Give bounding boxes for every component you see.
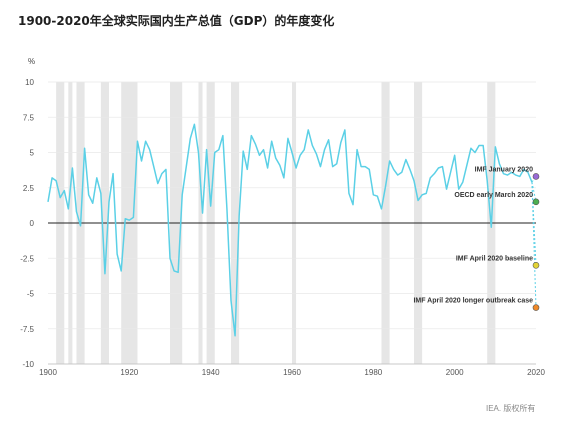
y-tick-label: 0 [30,219,35,228]
x-tick-label: 2000 [446,368,464,377]
y-tick-label: -10 [22,360,34,369]
projection-dashed-line [531,182,537,308]
x-tick-label: 1920 [120,368,138,377]
y-tick-label: 2.5 [23,184,35,193]
projection-label: IMF January 2020 [475,166,533,173]
x-tick-label: 1940 [202,368,220,377]
y-tick-label: -5 [27,290,35,299]
projection-point [532,173,540,180]
y-tick-label: 5 [30,149,35,158]
projection-label: IMF April 2020 longer outbreak case [413,298,533,305]
projection-point [532,198,540,206]
projection-label: IMF April 2020 baseline [456,255,533,262]
projections-group: IMF January 2020 OECD early March 2020 IMF… [413,166,540,311]
projection-dashed-line [531,182,537,202]
source-note: IEA. 版权所有 [486,404,536,413]
x-tick-label: 2020 [527,368,545,377]
x-tick-label: 1900 [39,368,57,377]
projection-label: OECD early March 2020 [454,192,533,199]
gdp-series-line [47,123,533,337]
x-tick-labels-group: 1900 1920 1940 1960 1980 2000 2020 [39,368,545,377]
y-axis-unit: % [28,57,36,66]
y-tick-labels-group: 10 7.5 5 2.5 0 -2.5 -5 -7.5 -10 [20,78,34,369]
chart-title: 1900-2020年全球实际国内生产总值（GDP）的年度变化 [18,14,335,28]
projection-point [532,304,540,311]
projection-point [532,261,540,269]
y-tick-label: -7.5 [20,325,34,334]
x-tick-label: 1980 [364,368,382,377]
x-tick-label: 1960 [283,368,301,377]
y-tick-label: -2.5 [20,254,34,263]
y-tick-label: 7.5 [23,113,35,122]
y-tick-label: 10 [25,78,34,87]
